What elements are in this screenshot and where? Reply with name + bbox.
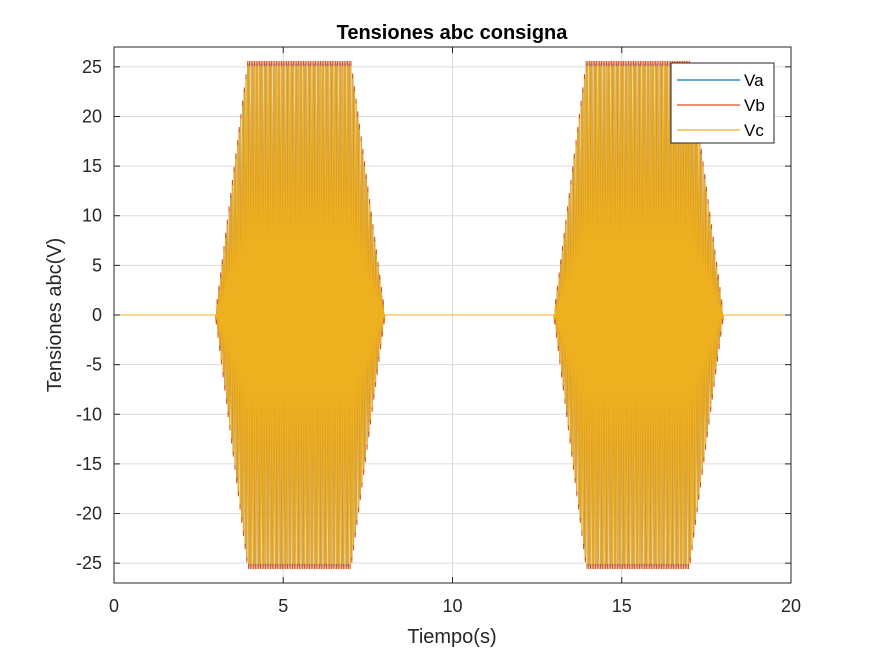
legend-entry-va: Va (744, 71, 764, 90)
y-tick-label: -5 (86, 355, 102, 375)
ticks: 0 5 10 15 20 -25 -20 -15 -10 -5 0 5 10 15 20 25 (76, 47, 801, 616)
y-tick-label: 0 (92, 305, 102, 325)
y-tick-label: -10 (76, 404, 102, 424)
y-tick-label: 25 (82, 57, 102, 77)
x-tick-label: 10 (442, 596, 462, 616)
x-tick-label: 20 (781, 596, 801, 616)
legend-entry-vb: Vb (744, 96, 765, 115)
x-axis-label: Tiempo(s) (407, 626, 496, 648)
y-tick-label: 10 (82, 206, 102, 226)
legend-entry-vc: Vc (744, 121, 764, 140)
y-axis-label: Tensiones abc(V) (44, 238, 66, 393)
legend[interactable]: Va Vb Vc (670, 62, 775, 144)
series-line-vc (114, 65, 791, 565)
chart-title: Tensiones abc consigna (337, 22, 569, 44)
x-tick-label: 15 (612, 596, 632, 616)
x-tick-label: 5 (278, 596, 288, 616)
plot-area (114, 60, 791, 570)
y-tick-label: 20 (82, 106, 102, 126)
x-tick-label: 0 (109, 596, 119, 616)
y-tick-label: 15 (82, 156, 102, 176)
y-tick-label: -20 (76, 504, 102, 524)
y-tick-label: -15 (76, 454, 102, 474)
y-tick-label: 5 (92, 255, 102, 275)
y-tick-label: -25 (76, 553, 102, 573)
